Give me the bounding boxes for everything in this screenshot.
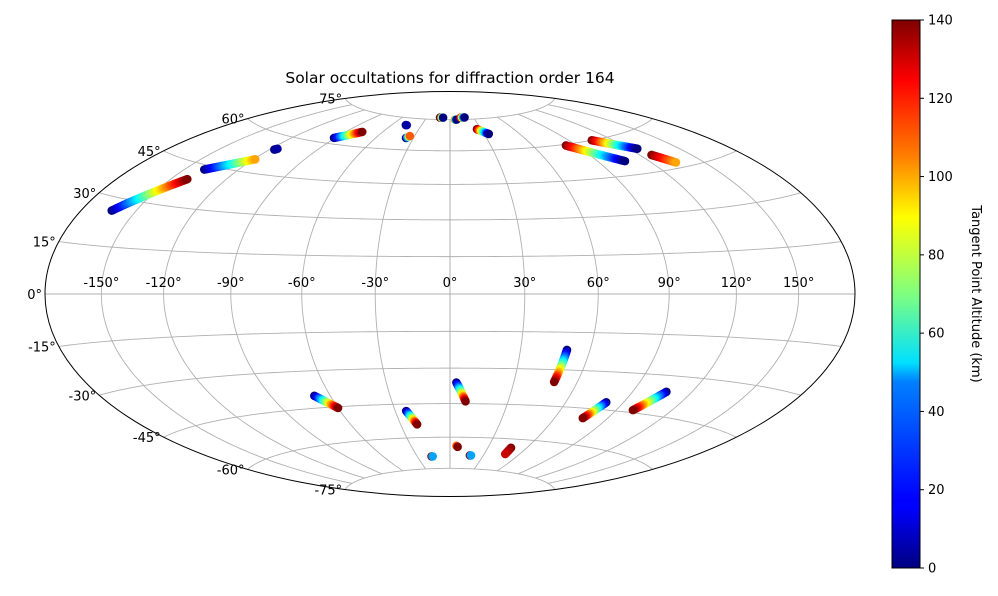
data-point — [484, 129, 494, 139]
parallel-line — [247, 118, 653, 152]
colorbar-tick-label: 120 — [928, 92, 953, 107]
occultation-track — [500, 443, 516, 459]
data-point — [273, 144, 282, 154]
x-tick-label: 150° — [783, 276, 814, 291]
occultation-points — [107, 113, 681, 461]
x-tick-label: -120° — [146, 276, 182, 291]
data-point — [461, 397, 470, 406]
data-point — [438, 113, 448, 122]
occultation-track — [401, 120, 412, 130]
data-point — [628, 405, 638, 415]
data-point — [578, 413, 588, 423]
x-tick-label: -90° — [217, 276, 245, 291]
data-point — [183, 174, 192, 184]
y-tick-label: 15° — [33, 236, 56, 251]
x-tick-label: 90° — [658, 276, 681, 291]
occultation-track — [435, 113, 448, 122]
data-point — [453, 442, 462, 452]
map-boundary — [44, 91, 856, 497]
colorbar-tick-label: 40 — [928, 405, 945, 420]
colorbar-gradient — [891, 19, 921, 569]
parallel-line — [99, 192, 801, 221]
colorbar-tick-label: 60 — [928, 327, 945, 342]
x-tick-label: 30° — [513, 276, 536, 291]
colorbar-tick-label: 20 — [928, 483, 945, 498]
parallel-line — [58, 241, 842, 258]
y-tick-label: -45° — [133, 431, 161, 446]
occultation-track — [452, 378, 470, 406]
x-tick-label: 0° — [443, 276, 458, 291]
x-tick-label: -30° — [361, 276, 389, 291]
occultation-track — [549, 345, 572, 387]
y-tick-label: 45° — [138, 145, 161, 160]
parallel-line — [163, 403, 737, 438]
occultation-track — [310, 391, 343, 413]
tick-labels: -150° -120° -90° -60° -30° 0° 30° 60° 90° 120° 150… — [27, 92, 814, 498]
colorbar-ticks: 0 20 40 60 80 100 120 140 — [920, 14, 953, 577]
occultation-track — [465, 451, 476, 460]
occultation-track — [587, 135, 642, 154]
parallel-line — [344, 467, 556, 490]
occultation-track — [427, 452, 437, 461]
data-point — [549, 377, 559, 387]
data-point — [466, 451, 476, 460]
colorbar-label: Tangent Point Altitude (km) — [968, 204, 983, 382]
data-point — [333, 403, 343, 413]
occultation-track — [452, 441, 462, 452]
parallel-line — [58, 330, 842, 347]
occultation-track — [329, 127, 367, 143]
occultation-track — [401, 406, 422, 429]
data-point — [402, 120, 412, 130]
occultation-track — [647, 150, 681, 167]
data-point — [460, 113, 469, 122]
occultation-track — [561, 141, 630, 166]
occultation-track — [199, 155, 260, 174]
occultation-track — [456, 113, 469, 122]
data-point — [405, 131, 415, 141]
data-point — [500, 449, 510, 459]
x-tick-label: 120° — [721, 276, 752, 291]
occultation-track — [472, 124, 494, 139]
occultation-track — [628, 387, 671, 415]
data-point — [357, 127, 367, 137]
y-tick-label: -60° — [217, 463, 245, 478]
colorbar-tick-label: 100 — [928, 170, 953, 185]
data-point — [620, 156, 630, 166]
parallel-line — [99, 367, 801, 396]
y-tick-label: 30° — [73, 187, 96, 202]
occultation-track — [107, 174, 192, 215]
colorbar-tick-label: 80 — [928, 248, 945, 263]
parallel-line — [344, 98, 556, 121]
y-tick-label: -75° — [314, 484, 342, 499]
occultation-track — [270, 144, 282, 154]
x-tick-label: -60° — [288, 276, 316, 291]
x-tick-label: -150° — [83, 276, 119, 291]
x-tick-label: 60° — [587, 276, 610, 291]
data-point — [671, 158, 681, 167]
occultation-track — [401, 131, 415, 143]
y-tick-label: -30° — [69, 389, 97, 404]
y-tick-label: 60° — [221, 113, 244, 128]
colorbar-tick-label: 140 — [928, 14, 953, 29]
occultation-track — [578, 398, 611, 423]
data-point — [428, 452, 437, 461]
y-tick-label: 75° — [319, 92, 342, 107]
y-tick-label: 0° — [27, 288, 42, 303]
data-point — [250, 155, 260, 164]
colorbar: 0 20 40 60 80 100 120 140 Tangent Point Altitud… — [891, 14, 983, 577]
data-point — [412, 420, 422, 429]
data-point — [632, 144, 642, 154]
parallel-line — [163, 150, 737, 185]
chart-title: Solar occultations for diffraction order… — [285, 69, 614, 87]
graticule — [45, 98, 855, 490]
y-tick-label: -15° — [28, 340, 56, 355]
colorbar-tick-label: 0 — [928, 562, 936, 577]
parallel-line — [247, 436, 653, 470]
